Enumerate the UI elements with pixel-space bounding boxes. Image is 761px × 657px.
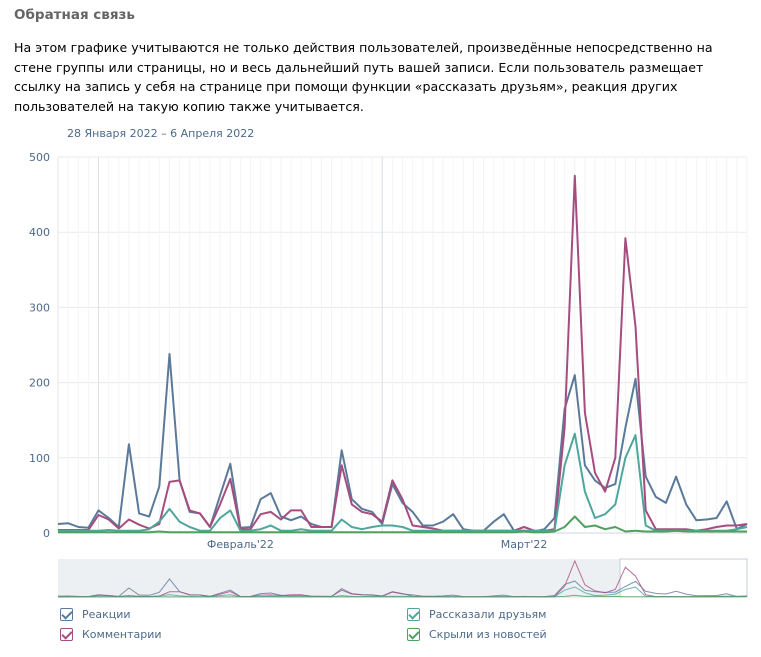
y-tick-label: 200 <box>29 377 50 390</box>
chart-series <box>57 174 748 534</box>
chart-grid <box>57 156 748 534</box>
date-range: 28 Января 2022 – 6 Апреля 2022 <box>67 127 255 140</box>
legend-checkbox[interactable] <box>60 608 73 621</box>
y-tick-label: 0 <box>43 527 50 540</box>
legend-item[interactable]: Реакции <box>60 608 131 621</box>
series-line-3 <box>58 515 747 534</box>
y-tick-label: 400 <box>29 226 50 239</box>
chart-legend: Реакции Комментарии Рассказали друзьям Скры… <box>60 606 760 650</box>
feedback-chart: 0 100 200 300 400 500 Февраль'22 Март'22 <box>29 151 748 598</box>
y-tick-label: 500 <box>29 151 50 164</box>
series-line-2 <box>58 432 748 532</box>
legend-checkbox[interactable] <box>407 628 420 641</box>
navigator-line-3 <box>58 594 747 598</box>
legend-label: Реакции <box>82 608 131 621</box>
legend-item[interactable]: Скрыли из новостей <box>407 628 547 641</box>
x-tick-label: Март'22 <box>501 538 548 551</box>
y-tick-label: 300 <box>29 301 50 314</box>
legend-item[interactable]: Рассказали друзьям <box>407 608 546 621</box>
y-tick-label: 100 <box>29 452 50 465</box>
navigator-line-1 <box>58 559 748 598</box>
section-title: Обратная связь <box>14 7 135 23</box>
section-description: На этом графике учитываются не только де… <box>14 40 713 114</box>
legend-item[interactable]: Комментарии <box>60 628 162 641</box>
series-line-1 <box>58 174 748 532</box>
x-tick-label: Февраль'22 <box>207 538 274 551</box>
legend-label: Скрыли из новостей <box>429 628 547 641</box>
legend-checkbox[interactable] <box>60 628 73 641</box>
legend-label: Рассказали друзьям <box>429 608 547 621</box>
x-axis: Февраль'22 Март'22 <box>207 538 548 551</box>
legend-checkbox[interactable] <box>407 608 420 621</box>
y-axis: 0 100 200 300 400 500 <box>29 151 50 540</box>
legend-label: Комментарии <box>82 628 162 641</box>
range-navigator[interactable] <box>57 558 748 598</box>
series-line-0 <box>57 353 748 533</box>
navigator-window[interactable] <box>619 558 748 598</box>
